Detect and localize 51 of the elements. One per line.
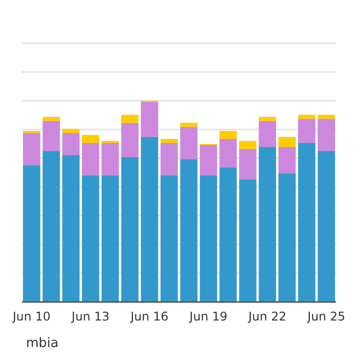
bar — [180, 122, 198, 127]
bar — [42, 116, 60, 121]
bar — [140, 102, 158, 137]
bar — [121, 157, 139, 302]
bar — [102, 142, 119, 176]
x-tick-label: Jun 16 — [130, 310, 168, 324]
bar — [62, 132, 80, 156]
bar — [180, 159, 198, 302]
bar — [140, 136, 158, 302]
bar — [298, 114, 316, 119]
bar — [318, 118, 336, 152]
bar — [160, 138, 178, 143]
bar — [258, 120, 276, 148]
bar — [82, 142, 100, 176]
bar — [42, 120, 60, 152]
bar — [278, 173, 296, 302]
bar — [278, 136, 296, 148]
bar — [318, 114, 336, 119]
bar — [62, 155, 80, 302]
bar — [180, 126, 198, 160]
bar — [200, 175, 218, 302]
bar — [258, 116, 276, 121]
x-tick-label: Jun 10 — [12, 310, 51, 324]
bar — [160, 142, 178, 176]
bar — [298, 118, 316, 143]
bar — [278, 147, 296, 174]
bar — [102, 175, 119, 302]
bar — [219, 130, 237, 139]
x-tick-label: Jun 22 — [248, 310, 286, 324]
bar — [239, 149, 256, 180]
bar — [258, 147, 276, 302]
bar — [239, 179, 256, 302]
text: mbia — [26, 336, 58, 351]
bar — [62, 128, 80, 133]
bar — [200, 145, 218, 176]
bar — [121, 122, 139, 158]
bar — [22, 132, 40, 166]
bar — [219, 167, 237, 302]
bar — [22, 165, 40, 302]
bar — [219, 138, 237, 168]
bar — [42, 151, 60, 302]
x-tick-label: Jun 13 — [70, 310, 110, 324]
bar — [121, 114, 139, 123]
bar — [239, 140, 256, 150]
bar — [298, 142, 316, 302]
x-tick-label: Jun 19 — [188, 310, 228, 324]
bar — [82, 175, 100, 302]
bar — [160, 175, 178, 302]
x-tick-label: Jun 25 — [306, 310, 346, 324]
bar — [82, 134, 100, 143]
bar — [318, 151, 336, 302]
